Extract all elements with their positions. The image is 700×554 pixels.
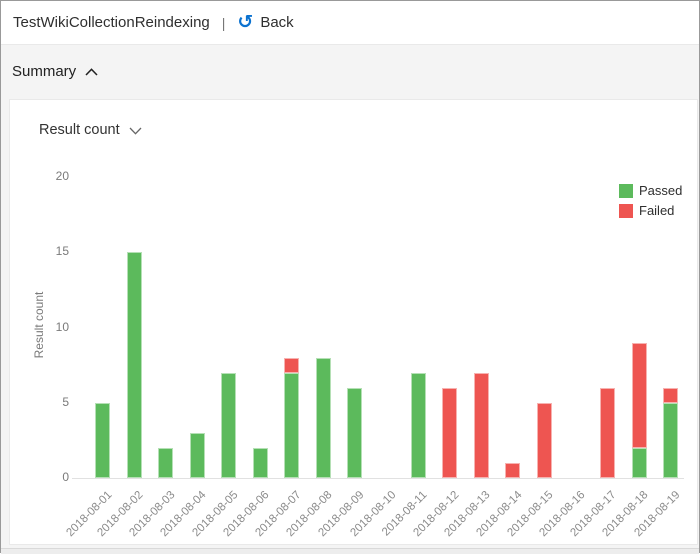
- chevron-up-icon: [85, 63, 98, 81]
- summary-section-header: Summary: [1, 44, 699, 98]
- result-count-dropdown[interactable]: Result count: [39, 122, 142, 138]
- y-axis-title: Result count: [32, 291, 46, 359]
- test-run-title: TestWikiCollectionReindexing: [13, 14, 210, 31]
- bar-segment-passed[interactable]: [158, 448, 174, 478]
- y-axis-tick-label: 15: [55, 244, 69, 259]
- y-axis-tick-label: 10: [55, 319, 69, 334]
- bar-segment-failed[interactable]: [442, 388, 458, 478]
- y-axis-tick-label: 0: [62, 470, 69, 484]
- bar-segment-failed[interactable]: [536, 403, 552, 478]
- bar-segment-passed[interactable]: [221, 373, 237, 478]
- legend-label: Passed: [639, 183, 683, 198]
- y-axis-tick-label: 5: [62, 394, 69, 409]
- y-axis-tick-label: 20: [55, 169, 69, 183]
- bar-segment-passed[interactable]: [347, 388, 363, 478]
- title-separator: |: [221, 14, 226, 31]
- bar-segment-failed[interactable]: [599, 388, 615, 478]
- summary-toggle[interactable]: Summary: [12, 63, 98, 81]
- back-icon: ↺: [237, 11, 254, 33]
- bar-segment-failed[interactable]: [663, 388, 679, 403]
- summary-content: Result count 0 5 10 15 20 Result count 2018-08…: [1, 98, 699, 554]
- chevron-down-icon: [129, 123, 142, 138]
- summary-title: Summary: [12, 63, 77, 80]
- results-bar-chart: 0 5 10 15 20 Result count 2018-08-01 2018-08-02…: [10, 100, 697, 544]
- legend-item-passed: Passed: [619, 183, 682, 198]
- bar-segment-passed[interactable]: [284, 373, 300, 478]
- bar-segment-passed[interactable]: [315, 358, 331, 478]
- bar-segment-passed[interactable]: [95, 403, 110, 478]
- x-axis-line: [72, 478, 684, 479]
- bar-segment-failed[interactable]: [284, 358, 300, 373]
- legend-item-failed: Failed: [619, 203, 682, 218]
- legend-swatch-passed: [619, 183, 633, 198]
- result-count-dropdown-label: Result count: [39, 122, 120, 138]
- bar-segment-failed[interactable]: [631, 343, 647, 448]
- bar-segment-passed[interactable]: [126, 252, 142, 478]
- legend-label: Failed: [639, 203, 675, 218]
- bar-segment-passed[interactable]: [189, 433, 205, 478]
- horizontal-scrollbar[interactable]: [1, 548, 699, 554]
- summary-panel: Result count 0 5 10 15 20 Result count 2018-08…: [9, 99, 698, 545]
- chart-legend: Passed Failed: [619, 183, 682, 223]
- legend-swatch-failed: [619, 203, 633, 218]
- bar-segment-passed[interactable]: [631, 448, 647, 478]
- bar-segment-failed[interactable]: [473, 373, 489, 478]
- back-button-label: Back: [260, 14, 294, 31]
- bar-segment-passed[interactable]: [410, 373, 426, 478]
- back-button[interactable]: ↺ Back: [237, 11, 294, 33]
- bar-segment-failed[interactable]: [505, 463, 521, 478]
- bar-segment-passed[interactable]: [663, 403, 679, 478]
- bar-segment-passed[interactable]: [252, 448, 268, 478]
- page-header: TestWikiCollectionReindexing | ↺ Back: [1, 1, 699, 44]
